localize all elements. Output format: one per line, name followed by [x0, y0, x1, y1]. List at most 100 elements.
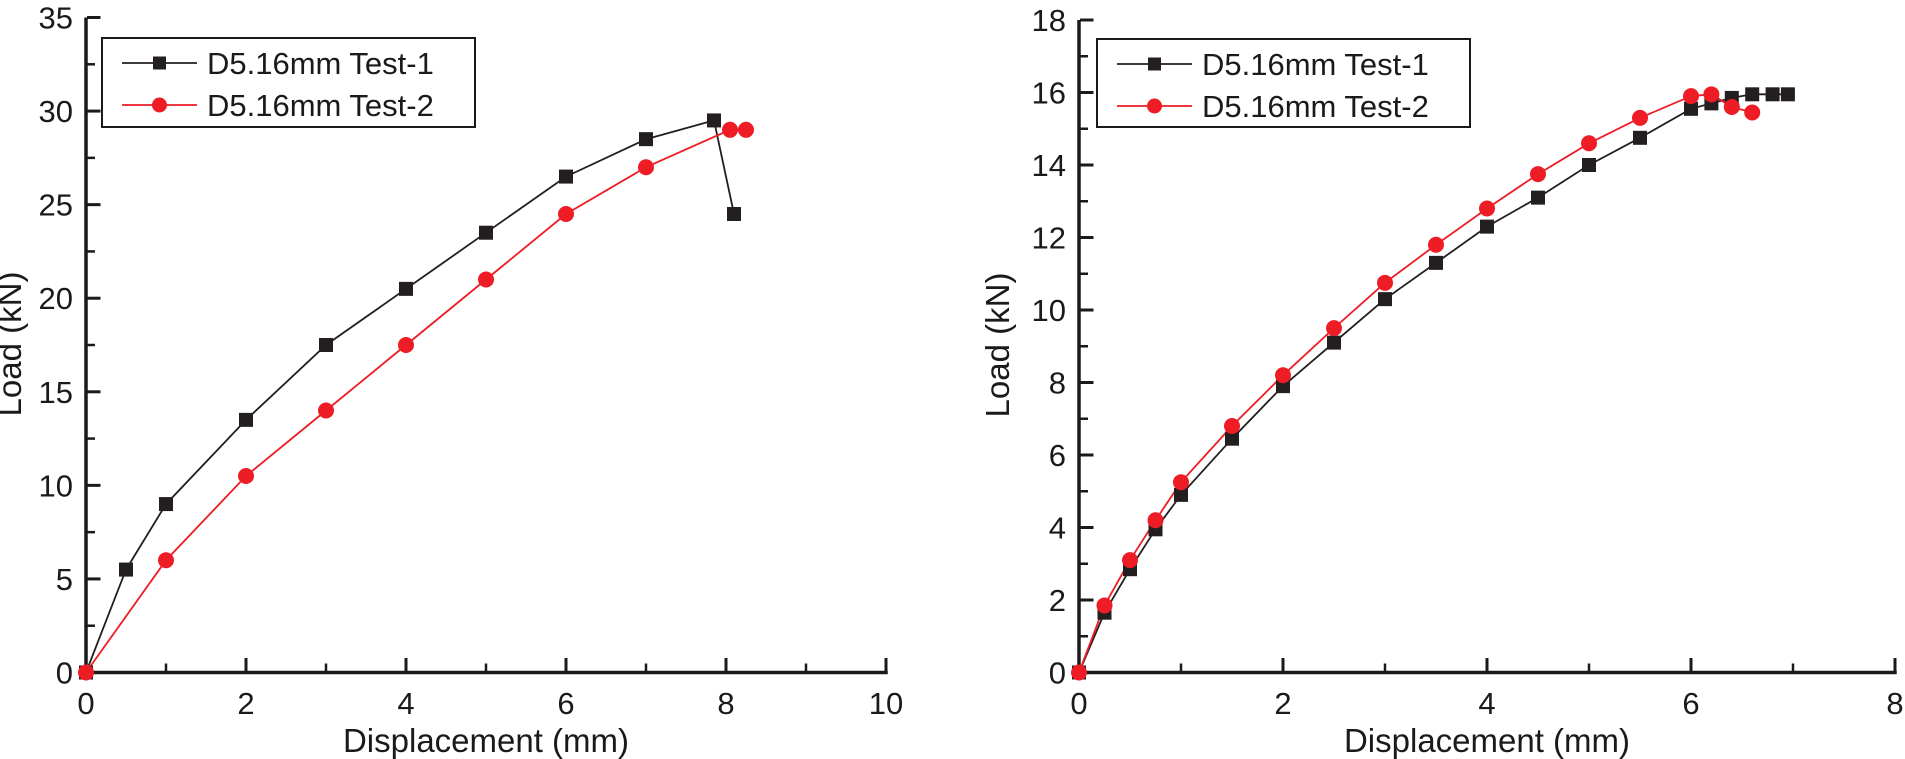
data-point-marker	[1327, 335, 1341, 350]
data-point-marker	[1703, 86, 1720, 103]
legend-label: D5.16mm Test-2	[207, 88, 434, 123]
y-tick-label: 20	[39, 281, 73, 316]
y-tick-label: 8	[1049, 366, 1066, 401]
data-point-marker	[1632, 109, 1648, 126]
data-point-marker	[1723, 99, 1740, 115]
y-tick-label: 14	[1032, 148, 1066, 183]
x-tick-label: 8	[1886, 686, 1903, 721]
y-tick-label: 4	[1049, 511, 1066, 546]
y-tick-label: 2	[1049, 583, 1066, 618]
y-tick-label: 0	[1049, 656, 1066, 691]
legend-label: D5.16mm Test-2	[1202, 89, 1429, 124]
data-point-marker	[1378, 292, 1392, 307]
series-line	[1078, 93, 1753, 673]
data-point-marker	[318, 402, 334, 419]
data-point-marker	[1684, 101, 1698, 116]
data-point-marker	[1581, 135, 1597, 152]
data-point-marker	[1275, 367, 1291, 384]
series-line	[1078, 93, 1788, 673]
data-point-marker	[1745, 87, 1760, 102]
legend-label: D5.16mm Test-1	[1202, 47, 1429, 82]
data-point-marker	[479, 225, 493, 240]
data-point-marker	[1429, 255, 1443, 270]
x-axis-title: Displacement (mm)	[1344, 722, 1630, 759]
data-point-marker	[399, 281, 413, 296]
x-tick-label: 0	[1070, 686, 1087, 721]
y-tick-label: 25	[39, 188, 73, 223]
data-point-marker	[478, 271, 494, 288]
data-point-marker	[1531, 190, 1545, 205]
y-tick-label: 30	[39, 94, 73, 129]
x-tick-label: 8	[717, 686, 734, 721]
data-point-marker	[1071, 664, 1087, 681]
data-point-marker	[1276, 379, 1290, 394]
data-point-marker	[1744, 104, 1761, 121]
data-point-marker	[1683, 88, 1699, 105]
right-chart: 0 2 4 6 8 0 2 4 6 8 10 12 14 16 18 D5.16mm Test-1 D5.16m…	[979, 3, 1904, 759]
y-tick-label: 5	[56, 562, 73, 597]
data-point-marker	[722, 121, 738, 138]
data-point-marker	[319, 338, 333, 353]
data-point-marker	[1480, 219, 1494, 234]
data-point-marker	[78, 664, 94, 681]
legend-marker-icon	[153, 56, 166, 70]
x-tick-label: 10	[869, 686, 903, 721]
data-point-marker	[1633, 130, 1647, 145]
data-point-marker	[1174, 487, 1188, 502]
data-point-marker	[559, 169, 573, 184]
x-tick-label: 4	[1478, 686, 1495, 721]
x-tick-label: 0	[77, 686, 94, 721]
y-axis-title: Load (kN)	[979, 273, 1016, 418]
data-point-marker	[738, 121, 754, 138]
data-point-marker	[1147, 512, 1164, 529]
data-point-marker	[1326, 320, 1342, 337]
legend-marker-icon	[152, 97, 167, 113]
y-tick-label: 6	[1049, 438, 1066, 473]
data-point-marker	[1173, 474, 1189, 491]
data-point-marker	[398, 337, 414, 354]
x-tick-label: 6	[557, 686, 574, 721]
x-tick-label: 2	[1274, 686, 1291, 721]
x-axis-title: Displacement (mm)	[343, 722, 629, 759]
data-point-marker	[1765, 87, 1780, 102]
data-point-marker	[1377, 274, 1393, 291]
x-tick-label: 2	[237, 686, 254, 721]
data-point-marker	[1780, 87, 1795, 102]
data-point-marker	[1224, 418, 1240, 434]
data-point-marker	[119, 562, 133, 577]
data-point-marker	[639, 132, 653, 147]
y-tick-label: 10	[39, 468, 73, 503]
data-point-marker	[1096, 597, 1113, 614]
legend-box	[101, 37, 476, 128]
y-tick-label: 0	[56, 656, 73, 691]
series-line	[85, 128, 746, 674]
y-axis-title: Load (kN)	[0, 272, 28, 417]
data-point-marker	[727, 207, 741, 222]
series-line	[85, 119, 735, 673]
y-tick-label: 16	[1032, 76, 1066, 111]
data-point-marker	[1225, 431, 1239, 446]
legend-box	[1096, 38, 1471, 128]
data-point-marker	[238, 468, 254, 485]
y-tick-label: 12	[1032, 221, 1066, 256]
data-point-marker	[1479, 200, 1495, 217]
x-tick-label: 6	[1682, 686, 1699, 721]
data-point-marker	[707, 113, 721, 128]
data-point-marker	[1582, 158, 1596, 172]
data-point-marker	[1428, 236, 1444, 253]
left-chart: 0 2 4 6 8 10 0 5 10 15 20 25 30 35 D5.16mm Test-1 D5.16…	[0, 1, 903, 759]
legend-label: D5.16mm Test-1	[207, 46, 434, 81]
legend-marker-icon	[1147, 98, 1162, 114]
y-tick-label: 15	[39, 375, 73, 410]
y-tick-label: 35	[39, 1, 73, 36]
data-point-marker	[638, 159, 654, 176]
y-tick-label: 10	[1032, 293, 1066, 328]
data-point-marker	[1530, 166, 1546, 183]
x-tick-label: 4	[397, 686, 414, 721]
data-point-marker	[158, 552, 174, 569]
data-point-marker	[558, 206, 574, 223]
y-tick-label: 18	[1032, 3, 1066, 38]
data-point-marker	[159, 497, 173, 512]
data-point-marker	[239, 412, 253, 427]
